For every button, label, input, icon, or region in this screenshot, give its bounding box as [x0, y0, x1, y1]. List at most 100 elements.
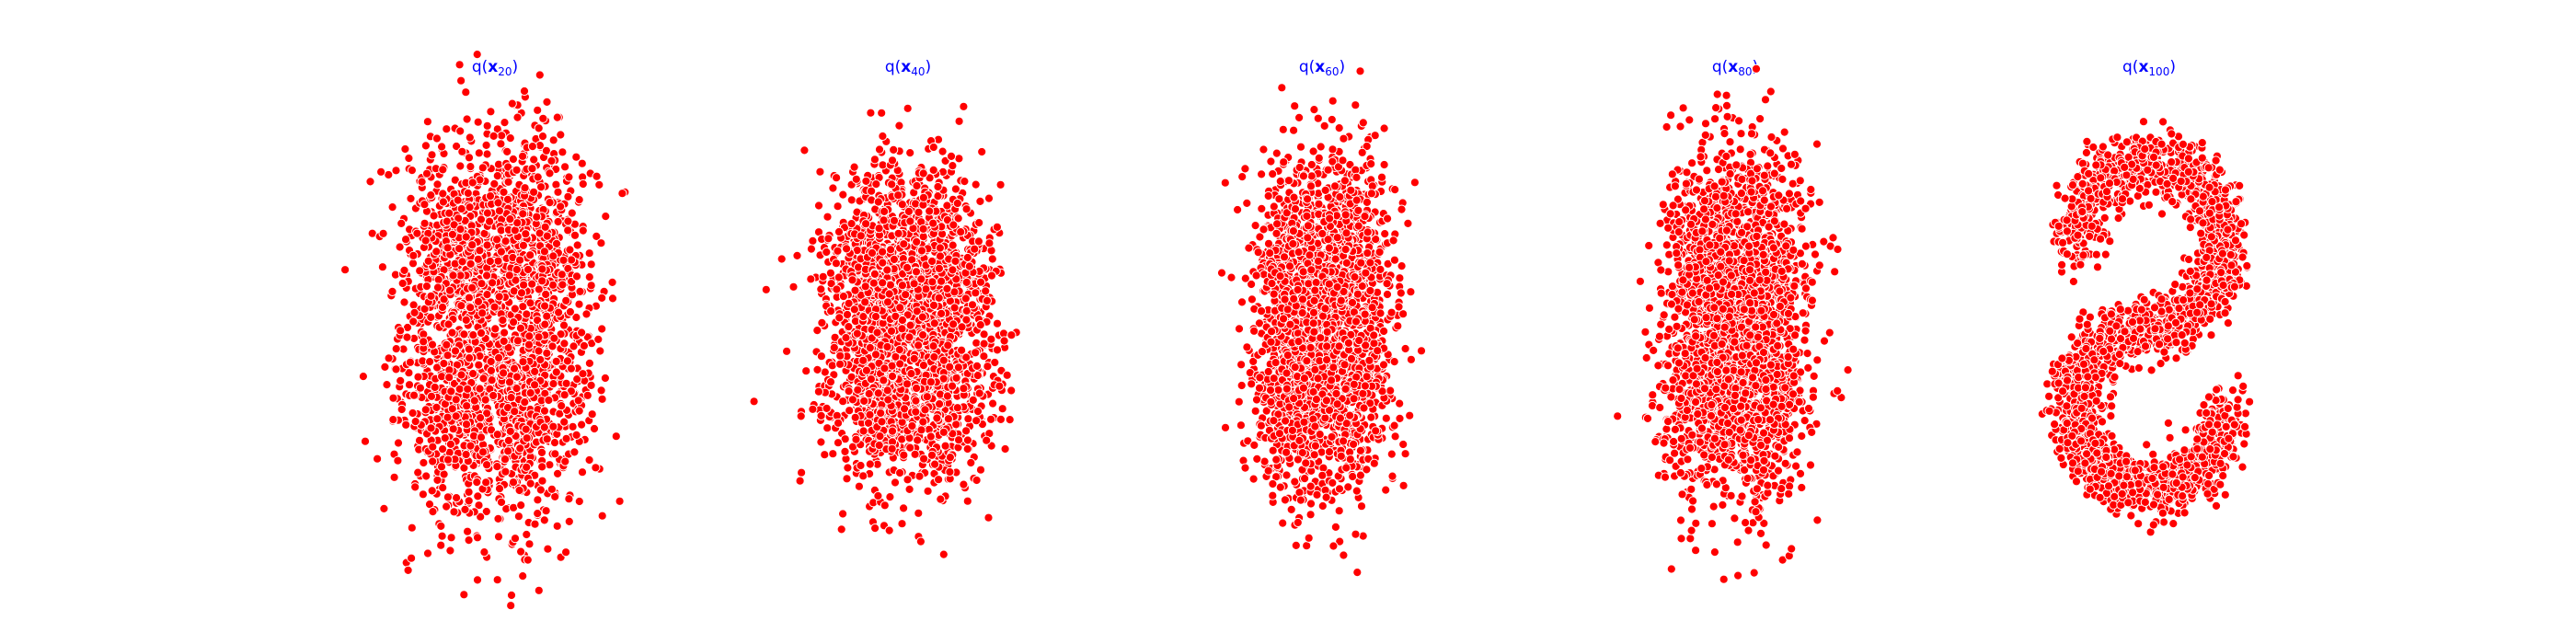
scatter-point	[954, 154, 964, 164]
scatter-point	[928, 341, 938, 351]
scatter-point	[838, 292, 849, 302]
scatter-point	[382, 380, 392, 390]
scatter-point	[537, 132, 548, 142]
scatter-point	[893, 190, 903, 201]
scatter-point	[827, 361, 837, 371]
scatter-point	[559, 390, 569, 400]
scatter-point	[573, 396, 583, 406]
scatter-point	[388, 415, 398, 425]
scatter-point	[918, 361, 929, 371]
scatter-point	[518, 240, 529, 250]
scatter-point	[427, 486, 437, 496]
scatter-point	[962, 496, 972, 506]
scatter-point	[842, 309, 853, 320]
scatter-point	[575, 286, 585, 296]
scatter-point	[477, 447, 489, 457]
scatter-point	[443, 412, 453, 422]
scatter-point	[932, 413, 942, 423]
scatter-point	[982, 435, 992, 445]
scatter-point	[557, 401, 567, 411]
scatter-point	[970, 244, 980, 254]
scatter-point	[502, 146, 512, 156]
scatter-point	[886, 245, 896, 255]
scatter-point	[952, 198, 962, 209]
scatter-point	[546, 155, 557, 166]
scatter-point	[876, 408, 886, 419]
scatter-point	[806, 274, 816, 284]
scatter-point	[360, 436, 371, 446]
scatter-point	[508, 154, 519, 165]
scatter-point	[890, 477, 901, 488]
scatter-point	[1000, 443, 1010, 454]
scatter-point	[882, 385, 892, 396]
scatter-point	[956, 227, 966, 237]
scatter-point	[889, 144, 899, 155]
scatter-point	[907, 420, 917, 431]
scatter-point	[439, 359, 449, 369]
scatter-point	[553, 216, 563, 227]
scatter-point	[413, 372, 423, 382]
scatter-point	[597, 293, 607, 303]
scatter-point	[887, 371, 898, 382]
scatter-point	[953, 362, 964, 373]
scatter-point	[473, 254, 483, 264]
scatter-point	[510, 534, 521, 544]
scatter-point	[873, 388, 883, 398]
scatter-point	[918, 224, 928, 234]
scatter-point	[505, 214, 515, 224]
scatter-point	[916, 246, 927, 256]
scatter-point	[578, 369, 588, 379]
scatter-point	[456, 301, 466, 311]
scatter-point	[596, 385, 606, 396]
scatter-point	[407, 166, 417, 176]
scatter-point	[957, 322, 967, 332]
scatter-point	[556, 201, 566, 212]
scatter-point	[512, 336, 523, 346]
scatter-point	[818, 271, 828, 282]
scatter-point	[951, 420, 961, 430]
scatter-point	[413, 467, 423, 477]
scatter-point	[405, 357, 415, 367]
scatter-point	[840, 446, 850, 456]
scatter-point	[548, 135, 558, 145]
scatter-point	[516, 500, 526, 511]
scatter-point	[407, 523, 417, 533]
scatter-point	[419, 457, 429, 468]
scatter-point	[982, 295, 993, 305]
scatter-point	[415, 266, 425, 276]
scatter-point	[477, 163, 488, 173]
scatter-point	[454, 60, 465, 70]
scatter-point	[460, 504, 470, 515]
scatter-point	[513, 512, 524, 522]
scatter-point	[587, 409, 597, 420]
scatter-point	[541, 289, 551, 300]
scatter-point	[538, 113, 548, 123]
scatter-point	[846, 219, 857, 229]
scatter-point	[992, 345, 1003, 355]
scatter-point	[776, 254, 787, 264]
scatter-point	[506, 601, 516, 611]
scatter-point	[864, 388, 874, 399]
scatter-point	[564, 516, 574, 527]
scatter-point	[420, 236, 431, 246]
scatter-point	[1006, 385, 1017, 396]
scatter-point	[564, 494, 574, 504]
scatter-point	[519, 280, 529, 290]
scatter-point	[962, 252, 972, 263]
scatter-point	[923, 486, 933, 496]
scatter-point	[946, 151, 957, 161]
scatter-point	[834, 418, 844, 428]
scatter-point	[897, 324, 907, 334]
scatter-point	[584, 272, 594, 282]
scatter-point	[914, 340, 924, 351]
scatter-point	[904, 332, 914, 342]
scatter-point	[551, 238, 562, 248]
scatter-point	[436, 521, 446, 532]
scatter-point	[450, 175, 460, 185]
scatter-point	[995, 381, 1005, 391]
scatter-point	[397, 404, 407, 415]
scatter-point	[918, 417, 928, 427]
scatter-point	[943, 340, 953, 351]
scatter-point	[913, 435, 923, 445]
scatter-point	[467, 282, 477, 293]
